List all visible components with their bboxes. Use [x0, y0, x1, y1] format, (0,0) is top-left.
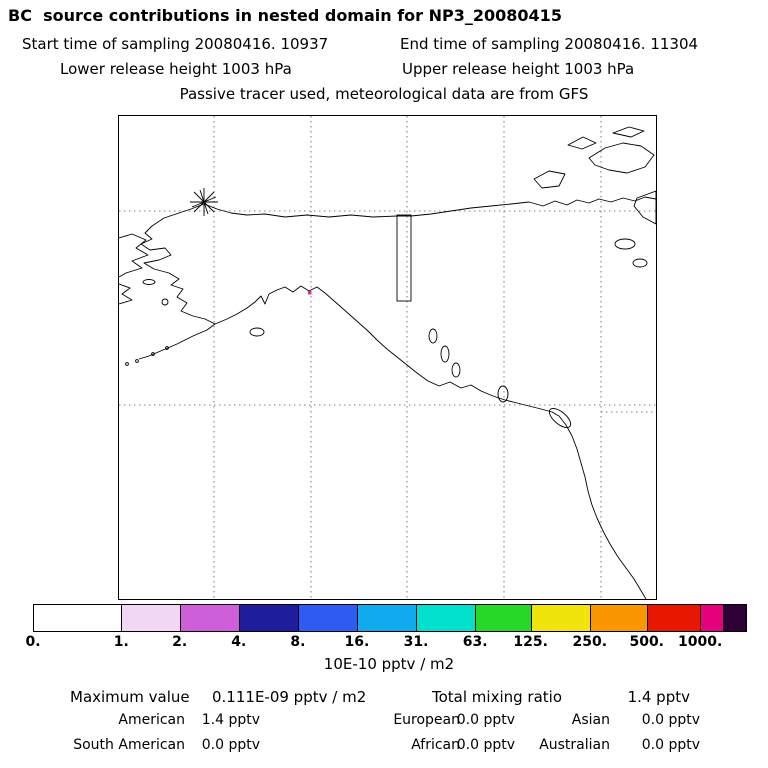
- colorbar-tick-label: 0.: [25, 634, 41, 650]
- colorbar-tick-label: 125.: [513, 634, 548, 650]
- region-name: American: [118, 712, 185, 728]
- colorbar-segment: [476, 605, 532, 631]
- start-time-text: Start time of sampling 20080416. 10937: [22, 35, 329, 53]
- colorbar: [33, 604, 747, 632]
- colorbar-tick-label: 4.: [231, 634, 247, 650]
- region-value: 0.0 pptv: [641, 712, 700, 728]
- colorbar-tick-label: 500.: [629, 634, 665, 650]
- region-value: 0.0 pptv: [456, 712, 515, 728]
- colorbar-segment: [590, 605, 648, 631]
- colorbar-tick-label: 1.: [113, 634, 129, 650]
- release-marker-icon: [190, 188, 218, 216]
- figure-title: BC source contributions in nested domain…: [8, 6, 562, 25]
- colorbar-tick-label: 2.: [172, 634, 188, 650]
- tracer-text: Passive tracer used, meteorological data…: [179, 85, 589, 103]
- map-gridlines: [119, 116, 656, 599]
- source-grid-cell: [308, 291, 312, 295]
- colorbar-tick-label: 31.: [403, 634, 429, 650]
- coastline-layer: [119, 126, 656, 599]
- end-time-text: End time of sampling 20080416. 11304: [400, 35, 699, 53]
- colorbar-segment: [298, 605, 358, 631]
- lower-release-text: Lower release height 1003 hPa: [60, 60, 292, 78]
- region-value: 0.0 pptv: [641, 737, 700, 753]
- colorbar-segment: [357, 605, 418, 631]
- colorbar-segment: [180, 605, 240, 631]
- colorbar-tick-label: 8.: [290, 634, 306, 650]
- map-panel: [118, 115, 657, 600]
- region-value: 0.0 pptv: [456, 737, 515, 753]
- maximum-value: 0.111E-09 pptv / m2: [212, 688, 367, 706]
- colorbar-tick-label: 16.: [344, 634, 370, 650]
- region-value: 1.4 pptv: [201, 712, 260, 728]
- maximum-value-label: Maximum value: [70, 688, 190, 706]
- colorbar-tick-label: 63.: [462, 634, 488, 650]
- map-svg: [119, 116, 656, 599]
- total-mixing-ratio-value: 1.4 pptv: [627, 688, 690, 706]
- region-name: African: [411, 737, 460, 753]
- border-rectangle: [396, 214, 412, 302]
- region-value: 0.0 pptv: [201, 737, 260, 753]
- colorbar-segment: [122, 605, 181, 631]
- colorbar-segment: [723, 605, 746, 631]
- colorbar-segment: [417, 605, 477, 631]
- colorbar-ticks: 0. 1. 2. 4. 8. 16. 31. 63. 125. 250. 500. 1000.: [25, 634, 745, 652]
- colorbar-segment: [701, 605, 724, 631]
- colorbar-segment: [239, 605, 299, 631]
- colorbar-units: 10E-10 pptv / m2: [323, 655, 455, 673]
- colorbar-segment: [531, 605, 591, 631]
- colorbar-tick-label: 250.: [572, 634, 608, 650]
- upper-release-text: Upper release height 1003 hPa: [402, 60, 635, 78]
- region-name: South American: [73, 737, 185, 753]
- colorbar-tick-label: 1000.: [677, 634, 723, 650]
- region-name: Australian: [539, 737, 610, 753]
- region-name: Asian: [571, 712, 610, 728]
- colorbar-segment: [34, 605, 123, 631]
- region-name: European: [393, 712, 460, 728]
- colorbar-segment: [647, 605, 702, 631]
- total-mixing-ratio-label: Total mixing ratio: [432, 688, 563, 706]
